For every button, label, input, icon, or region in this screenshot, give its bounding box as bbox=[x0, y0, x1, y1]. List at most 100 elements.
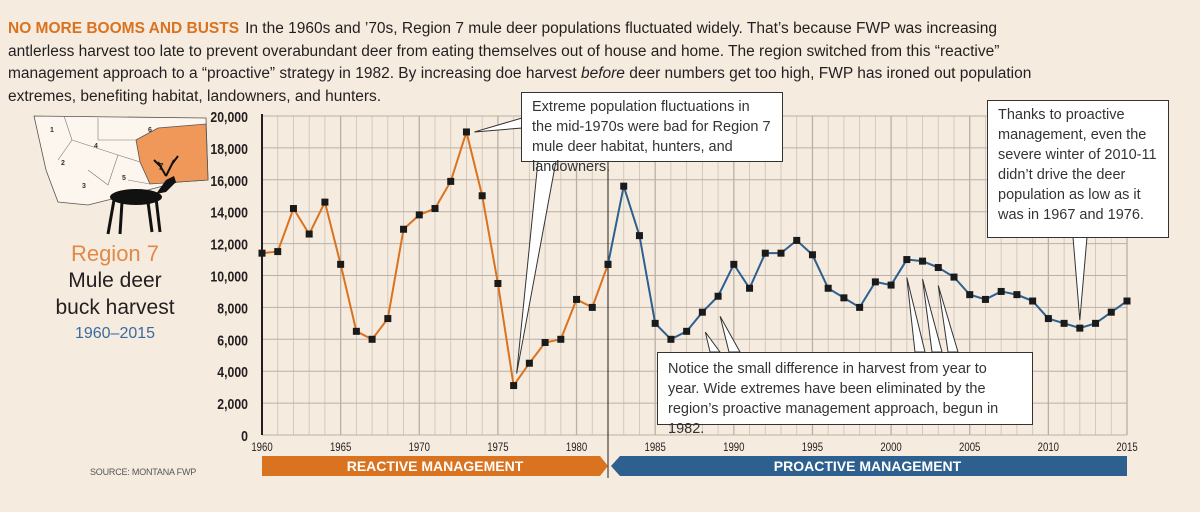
data-point bbox=[352, 327, 360, 335]
data-point bbox=[258, 249, 266, 257]
data-point bbox=[510, 382, 518, 390]
data-point bbox=[746, 284, 754, 292]
data-point bbox=[808, 251, 816, 259]
data-point bbox=[667, 335, 675, 343]
callout-small-difference: Notice the small difference in harvest f… bbox=[657, 352, 1033, 437]
map-label: 3 bbox=[82, 183, 86, 190]
data-point bbox=[871, 278, 879, 286]
x-tick-label: 2010 bbox=[1038, 441, 1059, 454]
data-point bbox=[1029, 297, 1037, 305]
data-point bbox=[966, 291, 974, 299]
data-point bbox=[384, 315, 392, 323]
data-point bbox=[651, 319, 659, 327]
title-line-1: Mule deer bbox=[68, 269, 162, 292]
data-point bbox=[541, 338, 549, 346]
intro-lead: NO MORE BOOMS AND BUSTS bbox=[8, 20, 240, 37]
y-tick-label: 4,000 bbox=[217, 364, 248, 380]
callout-pointer bbox=[719, 315, 741, 353]
data-point bbox=[761, 249, 769, 257]
data-point bbox=[1076, 324, 1084, 332]
data-point bbox=[478, 192, 486, 200]
data-point bbox=[305, 230, 313, 238]
x-tick-label: 1975 bbox=[487, 441, 508, 454]
data-point bbox=[557, 335, 565, 343]
x-tick-label: 1990 bbox=[723, 441, 744, 454]
reactive-band bbox=[262, 456, 608, 476]
y-tick-label: 0 bbox=[241, 428, 248, 444]
data-point bbox=[698, 308, 706, 316]
y-tick-label: 14,000 bbox=[210, 205, 248, 221]
data-point bbox=[573, 295, 581, 303]
x-tick-label: 1970 bbox=[409, 441, 430, 454]
x-tick-label: 2005 bbox=[959, 441, 980, 454]
intro-emphasis: before bbox=[580, 65, 625, 82]
data-point bbox=[856, 303, 864, 311]
data-point bbox=[620, 182, 628, 190]
data-point bbox=[274, 248, 282, 256]
proactive-line bbox=[607, 182, 1128, 341]
data-point bbox=[714, 292, 722, 300]
x-tick-label: 1995 bbox=[802, 441, 823, 454]
year-range: 1960–2015 bbox=[74, 325, 156, 342]
data-point bbox=[368, 335, 376, 343]
data-point bbox=[777, 249, 785, 257]
x-tick-label: 2000 bbox=[880, 441, 901, 454]
x-tick-label: 1985 bbox=[645, 441, 666, 454]
map-label: 6 bbox=[148, 127, 152, 134]
data-point bbox=[1123, 297, 1131, 305]
proactive-band-label: PROACTIVE MANAGEMENT bbox=[774, 458, 962, 474]
data-point bbox=[635, 232, 643, 240]
region-label: Region 7 bbox=[70, 241, 160, 266]
data-point bbox=[950, 273, 958, 281]
data-point bbox=[1060, 319, 1068, 327]
data-point bbox=[1013, 291, 1021, 299]
intro-paragraph: NO MORE BOOMS AND BUSTS In the 1960s and … bbox=[8, 18, 1048, 108]
callout-1970s: Extreme population fluctuations in the m… bbox=[521, 92, 783, 175]
proactive-band bbox=[611, 456, 1127, 476]
data-point bbox=[415, 211, 423, 219]
y-tick-label: 12,000 bbox=[210, 236, 248, 252]
data-point bbox=[997, 287, 1005, 295]
reactive-band-label: REACTIVE MANAGEMENT bbox=[347, 458, 524, 474]
data-point bbox=[525, 359, 533, 367]
y-tick-label: 8,000 bbox=[217, 300, 248, 316]
title-line-2: buck harvest bbox=[55, 296, 175, 319]
x-tick-label: 1980 bbox=[566, 441, 587, 454]
callout-winter-2010: Thanks to proactive management, even the… bbox=[987, 100, 1169, 238]
x-tick-label: 1960 bbox=[251, 441, 272, 454]
data-point bbox=[1092, 319, 1100, 327]
side-title: Region 7 Mule deer buck harvest 1960–201… bbox=[20, 240, 210, 347]
data-point bbox=[494, 279, 502, 287]
deer-icon bbox=[106, 155, 179, 235]
data-point bbox=[824, 284, 832, 292]
y-tick-label: 10,000 bbox=[210, 268, 248, 284]
data-point bbox=[1107, 308, 1115, 316]
source-note: SOURCE: MONTANA FWP bbox=[90, 467, 197, 477]
y-tick-label: 16,000 bbox=[210, 173, 248, 189]
y-tick-label: 6,000 bbox=[217, 332, 248, 348]
data-point bbox=[321, 198, 329, 206]
data-point bbox=[934, 264, 942, 272]
x-tick-label: 2015 bbox=[1116, 441, 1137, 454]
data-point bbox=[337, 260, 345, 268]
map-label: 1 bbox=[50, 127, 54, 134]
y-tick-label: 18,000 bbox=[210, 141, 248, 157]
intro-text-1: In the 1960s and ’70s, Region 7 mule dee… bbox=[8, 20, 1000, 82]
data-point bbox=[730, 260, 738, 268]
data-point bbox=[903, 256, 911, 264]
map-label: 4 bbox=[94, 143, 98, 150]
x-tick-label: 1965 bbox=[330, 441, 351, 454]
data-point bbox=[431, 205, 439, 213]
data-point bbox=[289, 205, 297, 213]
data-point bbox=[462, 128, 470, 136]
y-tick-label: 2,000 bbox=[217, 396, 248, 412]
montana-region-map: 1 2 3 4 5 6 7 bbox=[33, 115, 209, 235]
data-point bbox=[1044, 315, 1052, 323]
data-point bbox=[400, 225, 408, 233]
data-point bbox=[919, 257, 927, 265]
data-point bbox=[887, 281, 895, 289]
map-label: 5 bbox=[122, 175, 126, 182]
callout-pointer bbox=[937, 285, 959, 353]
data-point bbox=[447, 177, 455, 185]
